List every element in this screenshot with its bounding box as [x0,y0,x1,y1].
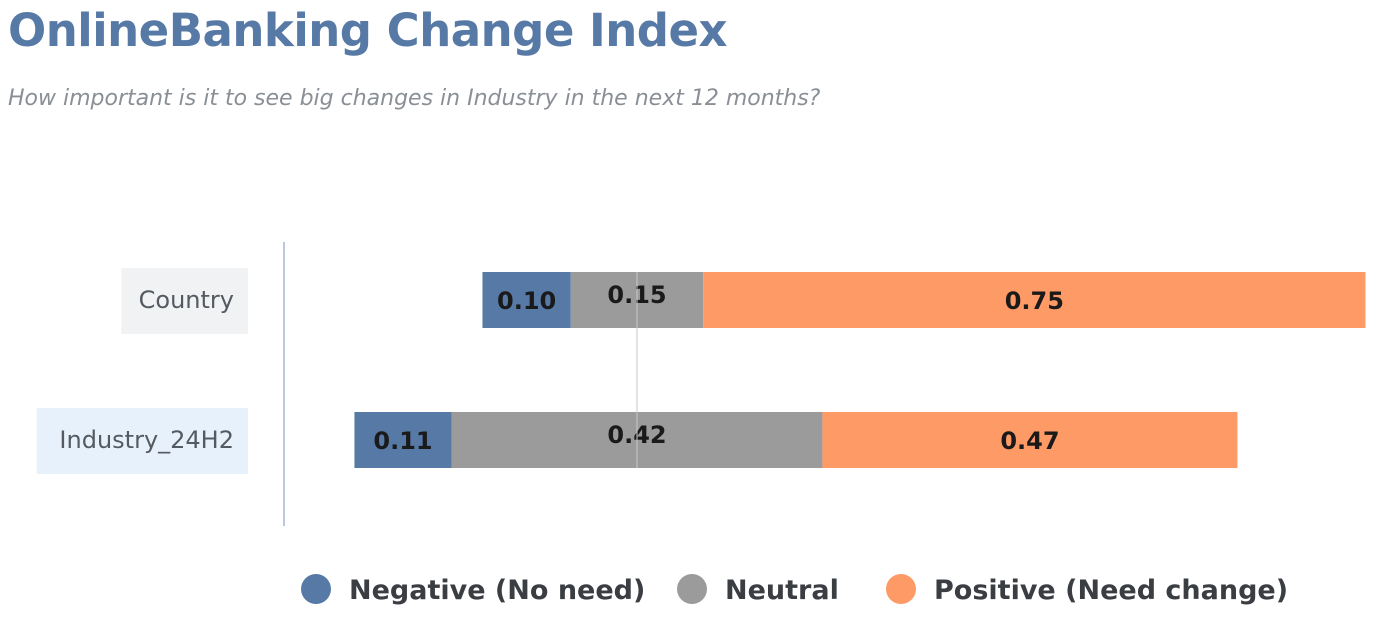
category-label: Country [139,286,234,314]
legend-marker [677,574,707,604]
legend-marker [886,574,916,604]
negative-bar [482,272,571,328]
category-label-bg [121,268,248,334]
negative-bar [354,412,452,468]
positive-bar [822,412,1238,468]
data-label: 0.11 [373,427,432,455]
legend-label: Negative (No need) [349,575,645,606]
data-label: 0.47 [1000,427,1059,455]
legend-label: Neutral [725,575,839,606]
data-label: 0.10 [497,287,556,315]
legend-marker [301,574,331,604]
chart-subtitle: How important is it to see big changes i… [8,86,821,111]
category-label: Industry_24H2 [59,426,234,454]
legend-label: Positive (Need change) [934,575,1288,606]
chart-title: OnlineBanking Change Index [8,4,728,57]
positive-bar [703,272,1366,328]
data-label: 0.75 [1005,287,1064,315]
category-label-bg [36,408,249,474]
